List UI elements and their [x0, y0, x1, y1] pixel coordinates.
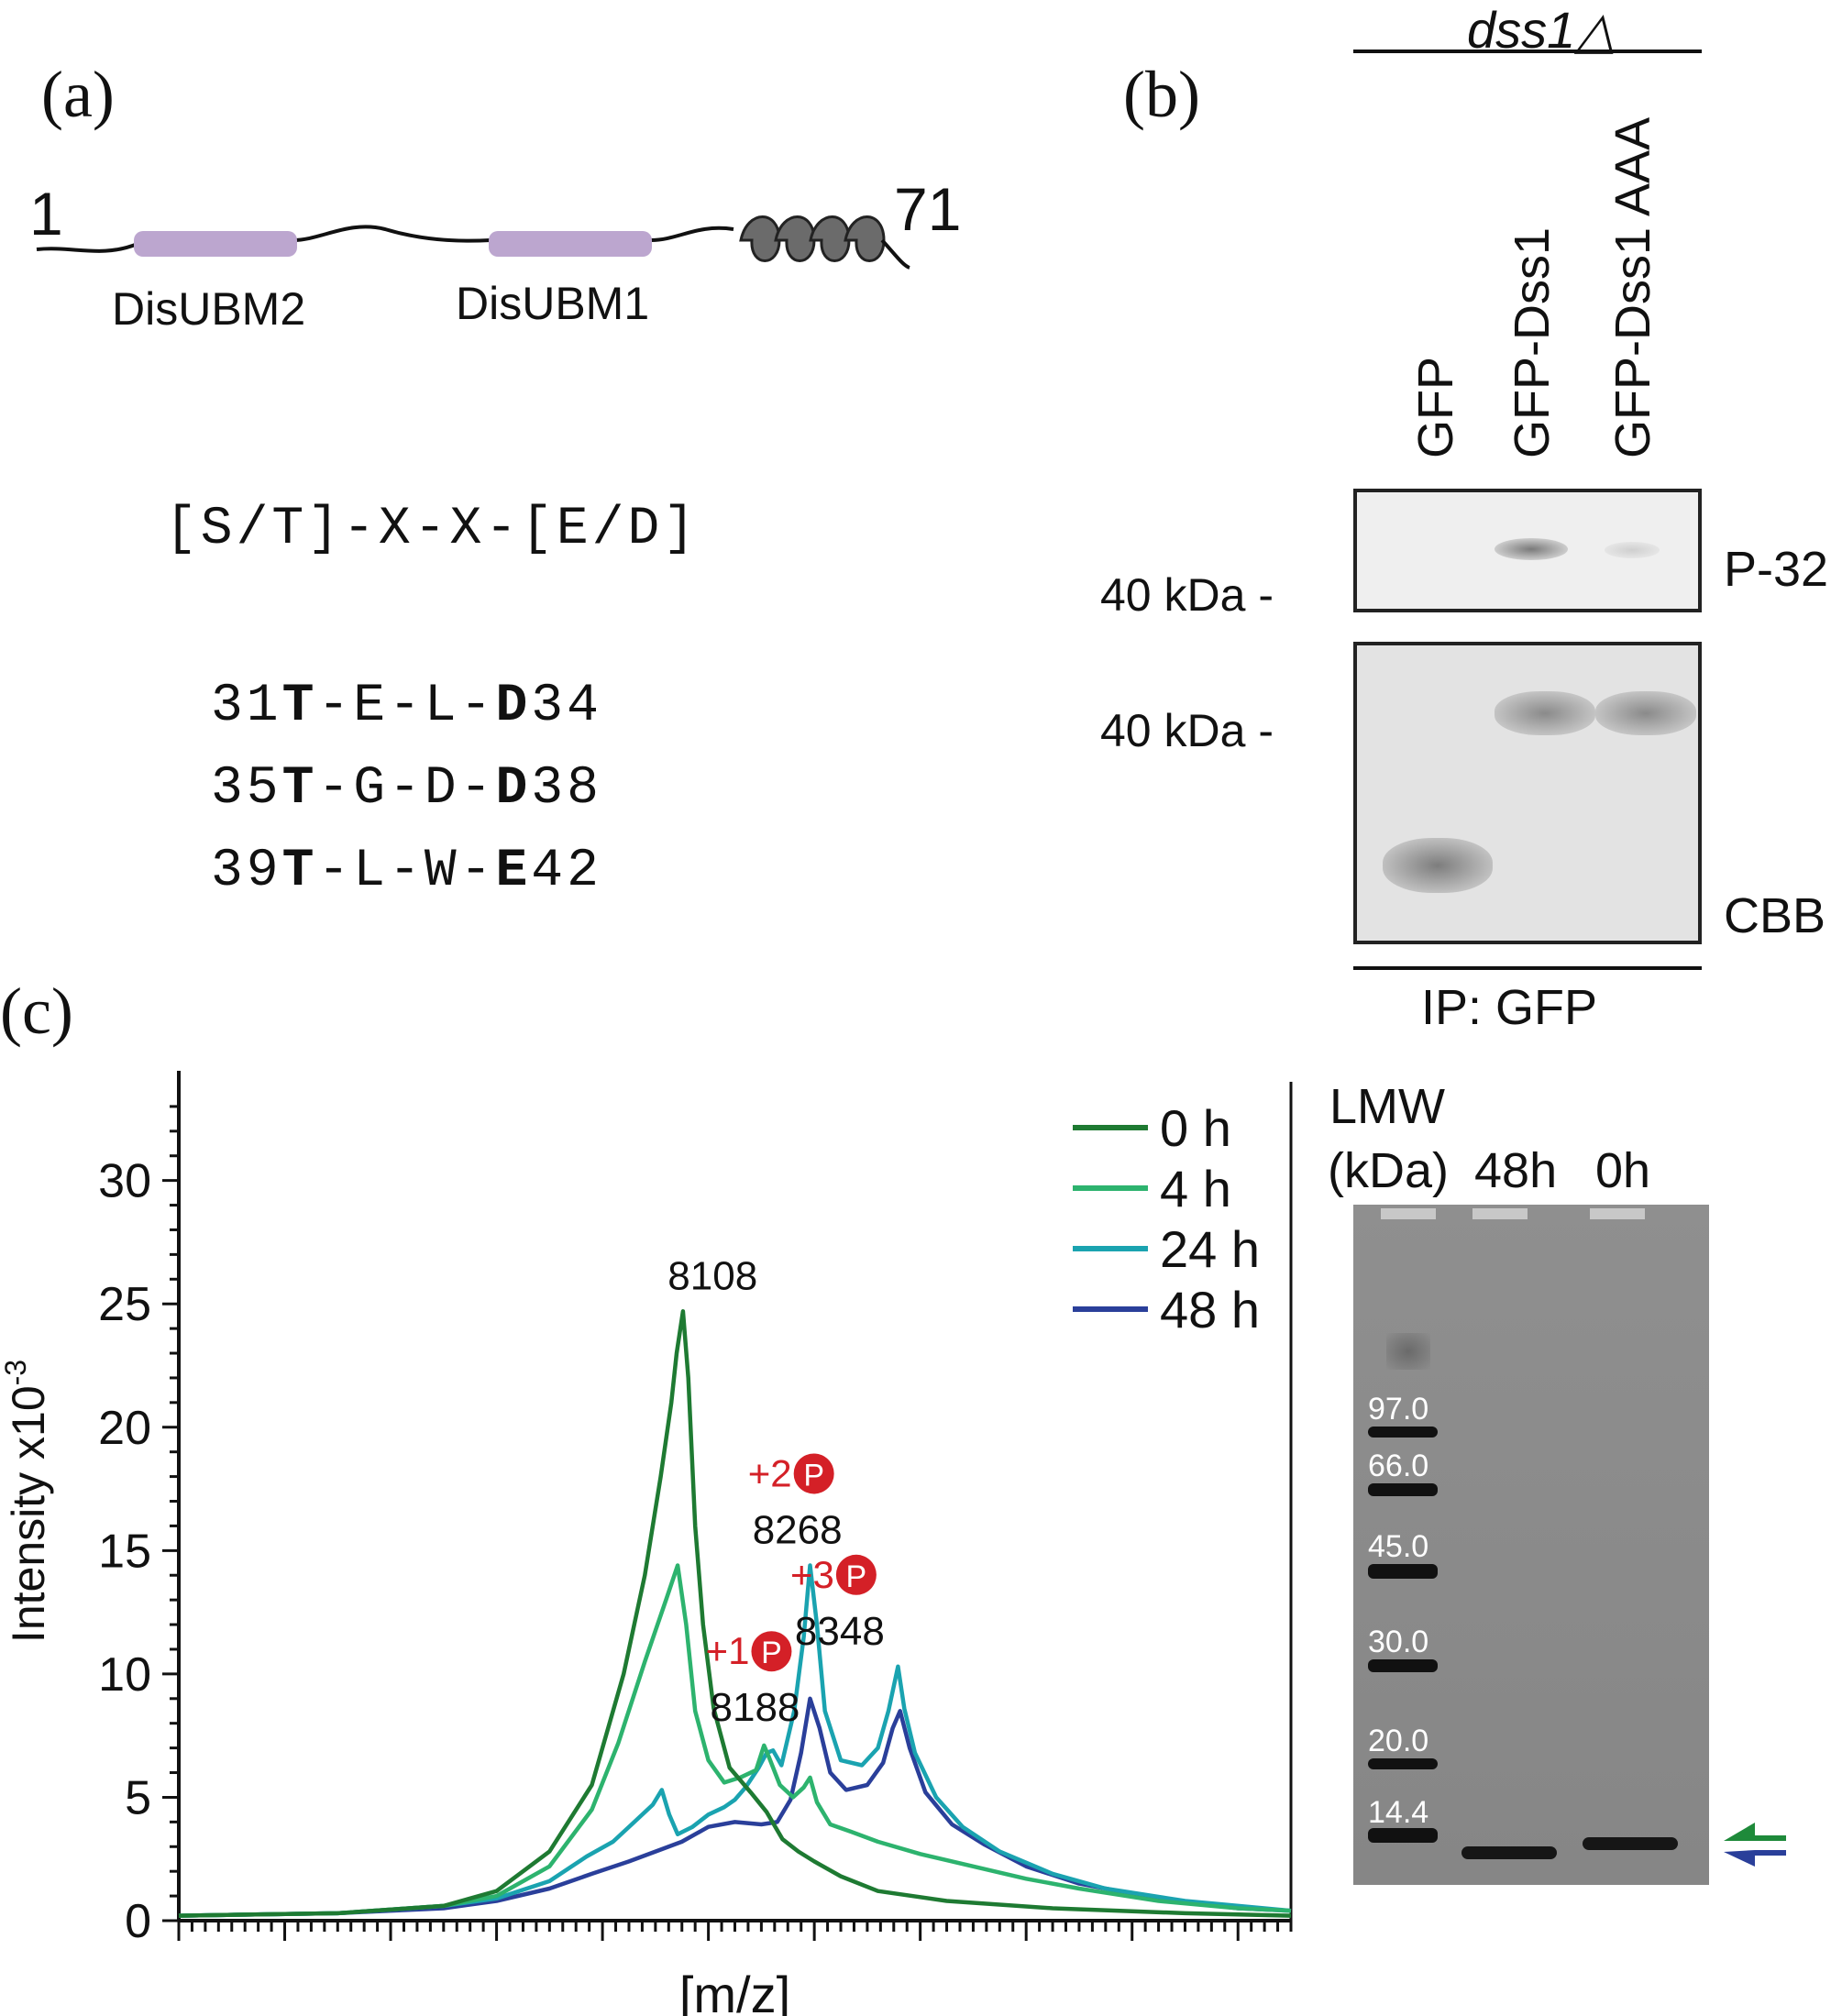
panel-b-letter: (b) [1123, 58, 1200, 131]
legend-label: 0 h [1160, 1099, 1231, 1157]
lane-label-gfp-dss1-aaa: GFP-Dss1 AAA [1605, 116, 1660, 458]
ladder-band-30 [1368, 1659, 1438, 1672]
phospho-count-label: +2 [748, 1451, 792, 1494]
cbb-band-gfp-dss1-aaa [1595, 691, 1696, 735]
ladder-label-20: 20.0 [1368, 1724, 1429, 1758]
y-tick-label: 10 [98, 1648, 151, 1702]
p32-autoradiograph [1353, 489, 1702, 612]
protein-schematic [36, 215, 910, 270]
ladder-label-66: 66.0 [1368, 1449, 1429, 1483]
alpha-helix-icon [739, 215, 886, 262]
band-0h [1583, 1837, 1678, 1850]
phospho-count-label: +1 [706, 1629, 750, 1672]
lmw-header: LMW [1329, 1079, 1445, 1134]
y-tick-label: 0 [125, 1895, 151, 1948]
series-line-48h [178, 1696, 1292, 1918]
gel-lane-48h: 48h [1474, 1143, 1558, 1198]
series-line-4h [178, 1563, 1292, 1918]
marker-40kda-top: 40 kDa - [1100, 569, 1274, 621]
strain-label: dss1△ [1467, 1, 1616, 59]
peak-mass-label: 8348 [795, 1609, 885, 1654]
ladder-band-20 [1368, 1758, 1438, 1769]
ip-bracket-line [1353, 966, 1702, 970]
phosphate-icon [793, 1453, 834, 1494]
disubm2-label: DisUBM2 [112, 283, 306, 335]
phospho-count-label: +3 [790, 1553, 834, 1596]
gel-lane-0h: 0h [1595, 1143, 1651, 1198]
cbb-band-gfp-dss1 [1495, 691, 1595, 735]
sequence-row-3: 39T-L-W-E42 [211, 842, 602, 901]
lane-label-gfp: GFP [1408, 356, 1463, 458]
p32-label: P-32 [1724, 542, 1829, 597]
ladder-label-45: 45.0 [1368, 1529, 1429, 1564]
well-0h [1590, 1208, 1645, 1219]
sequence-row-2: 35T-G-D-D38 [211, 759, 602, 819]
disubm1-domain [489, 231, 652, 257]
sequence-row-1: 31T-E-L-D34 [211, 677, 602, 736]
ladder-label-14: 14.4 [1368, 1795, 1429, 1830]
protein-backbone [36, 225, 734, 253]
phosphate-symbol: P [803, 1458, 824, 1493]
series-line-0h [178, 1309, 1292, 1918]
ladder-band-14 [1368, 1828, 1438, 1843]
ladder-band-97 [1368, 1427, 1438, 1438]
y-tick-label: 20 [98, 1402, 151, 1455]
gel-arrows [1724, 1823, 1786, 1867]
mass-spectrum-chart: 0 5 10 15 20 25 30 [m/z] Intensity x10-3 0 h4 h24… [0, 1071, 1293, 2016]
marker-40kda-bottom: 40 kDa - [1100, 705, 1274, 756]
protein-start-number: 1 [29, 180, 63, 248]
ladder-band-66 [1368, 1483, 1438, 1496]
strain-bracket-line [1353, 50, 1702, 53]
y-tick-label: 30 [98, 1155, 151, 1208]
legend-label: 4 h [1160, 1160, 1231, 1217]
sds-page-gel: 97.0 66.0 45.0 30.0 20.0 14.4 [1353, 1205, 1709, 1885]
peak-mass-label: 8108 [667, 1253, 757, 1298]
legend-label: 24 h [1160, 1220, 1260, 1278]
ladder-smear [1386, 1333, 1430, 1370]
cbb-band-gfp [1383, 838, 1493, 893]
blue-arrow-icon [1724, 1850, 1786, 1867]
series-line-24h [178, 1563, 1292, 1918]
panel-c-letter: (c) [0, 975, 73, 1048]
well-ladder [1381, 1208, 1436, 1219]
y-tick-label: 15 [98, 1525, 151, 1578]
protein-end-number: 71 [894, 175, 962, 243]
cbb-label: CBB [1724, 888, 1826, 943]
lane-label-gfp-dss1: GFP-Dss1 [1505, 226, 1560, 458]
y-axis-label-exponent: -3 [0, 1360, 32, 1385]
phosphate-symbol: P [846, 1559, 867, 1594]
phospho-motif: [S/T]-X-X-[E/D] [165, 500, 700, 559]
panel-a-letter: (a) [41, 58, 115, 131]
phosphate-icon [751, 1631, 792, 1672]
phosphate-symbol: P [761, 1636, 782, 1670]
ladder-label-97: 97.0 [1368, 1392, 1429, 1427]
cbb-stained-gel [1353, 642, 1702, 944]
ladder-band-45 [1368, 1564, 1438, 1579]
y-axis-label: Intensity x10-3 [0, 1360, 54, 1643]
peak-mass-label: 8268 [753, 1507, 843, 1552]
x-axis-label: [m/z] [679, 1966, 790, 2016]
p32-band-dss1 [1495, 538, 1568, 560]
y-tick-label: 25 [98, 1278, 151, 1331]
ip-label: IP: GFP [1421, 980, 1598, 1035]
kda-header: (kDa) [1328, 1143, 1449, 1198]
y-tick-label: 5 [125, 1771, 151, 1824]
well-48h [1472, 1208, 1528, 1219]
phosphate-icon [835, 1554, 877, 1595]
band-48h [1461, 1846, 1557, 1859]
legend-label: 48 h [1160, 1281, 1260, 1338]
disubm2-domain [134, 231, 297, 257]
disubm1-label: DisUBM1 [456, 278, 650, 329]
peak-mass-label: 8188 [711, 1685, 800, 1730]
p32-band-aaa [1605, 542, 1660, 558]
ladder-label-30: 30.0 [1368, 1625, 1429, 1659]
